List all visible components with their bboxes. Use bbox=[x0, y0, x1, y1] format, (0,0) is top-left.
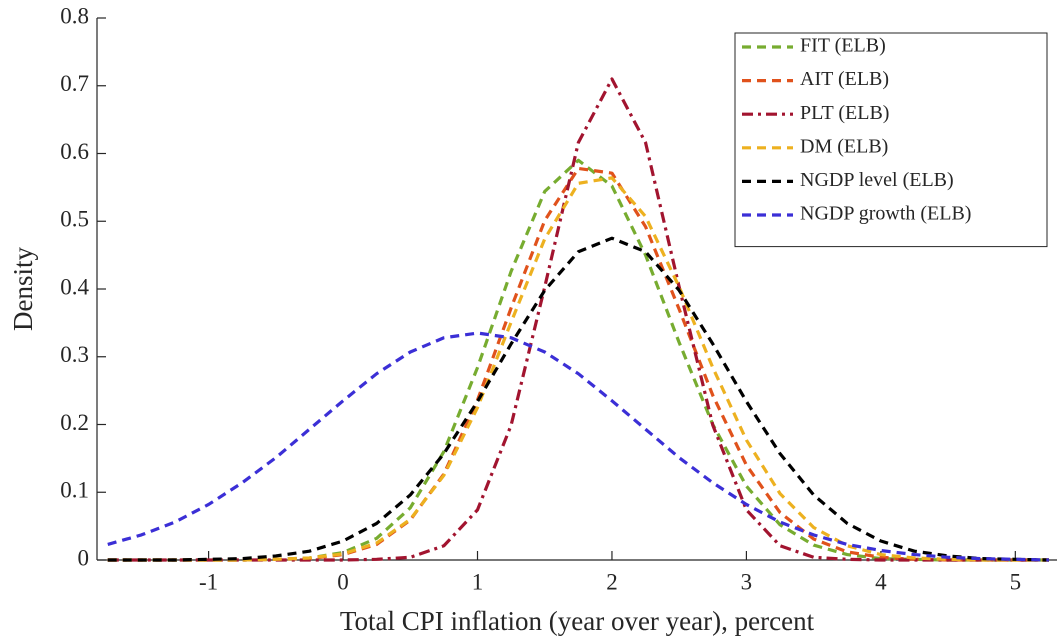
y-tick-label: 0.1 bbox=[60, 478, 89, 503]
x-tick-label: 2 bbox=[606, 569, 618, 594]
y-axis-label: Density bbox=[8, 247, 38, 331]
x-tick-label: -1 bbox=[199, 569, 218, 594]
x-tick-label: 5 bbox=[1010, 569, 1022, 594]
x-tick-label: 1 bbox=[472, 569, 484, 594]
legend: FIT (ELB) AIT (ELB) PLT (ELB) DM (ELB) NGDP … bbox=[734, 32, 1048, 248]
legend-label: AIT (ELB) bbox=[800, 68, 889, 90]
legend-label: NGDP growth (ELB) bbox=[800, 203, 971, 225]
series-line bbox=[107, 236, 1049, 562]
y-tick-label: 0.3 bbox=[60, 342, 89, 367]
series-line bbox=[107, 331, 1049, 562]
x-tick-label: 3 bbox=[741, 569, 753, 594]
y-tick-label: 0.8 bbox=[60, 3, 89, 28]
series-line bbox=[107, 77, 1049, 562]
x-tick-label: 4 bbox=[875, 569, 887, 594]
y-tick-label: 0.4 bbox=[60, 274, 89, 299]
y-tick-label: 0 bbox=[78, 545, 90, 570]
y-tick-label: 0.2 bbox=[60, 410, 89, 435]
y-tick-label: 0.6 bbox=[60, 139, 89, 164]
legend-box bbox=[734, 32, 1048, 248]
x-tick-label: 0 bbox=[337, 569, 349, 594]
legend-label: FIT (ELB) bbox=[800, 35, 886, 57]
series-line bbox=[107, 176, 1049, 562]
legend-label: PLT (ELB) bbox=[800, 102, 889, 124]
x-axis-label: Total CPI inflation (year over year), pe… bbox=[340, 606, 815, 636]
y-tick-label: 0.5 bbox=[60, 207, 89, 232]
legend-label: NGDP level (ELB) bbox=[800, 169, 954, 191]
y-tick-label: 0.7 bbox=[60, 71, 89, 96]
legend-label: DM (ELB) bbox=[800, 135, 888, 157]
